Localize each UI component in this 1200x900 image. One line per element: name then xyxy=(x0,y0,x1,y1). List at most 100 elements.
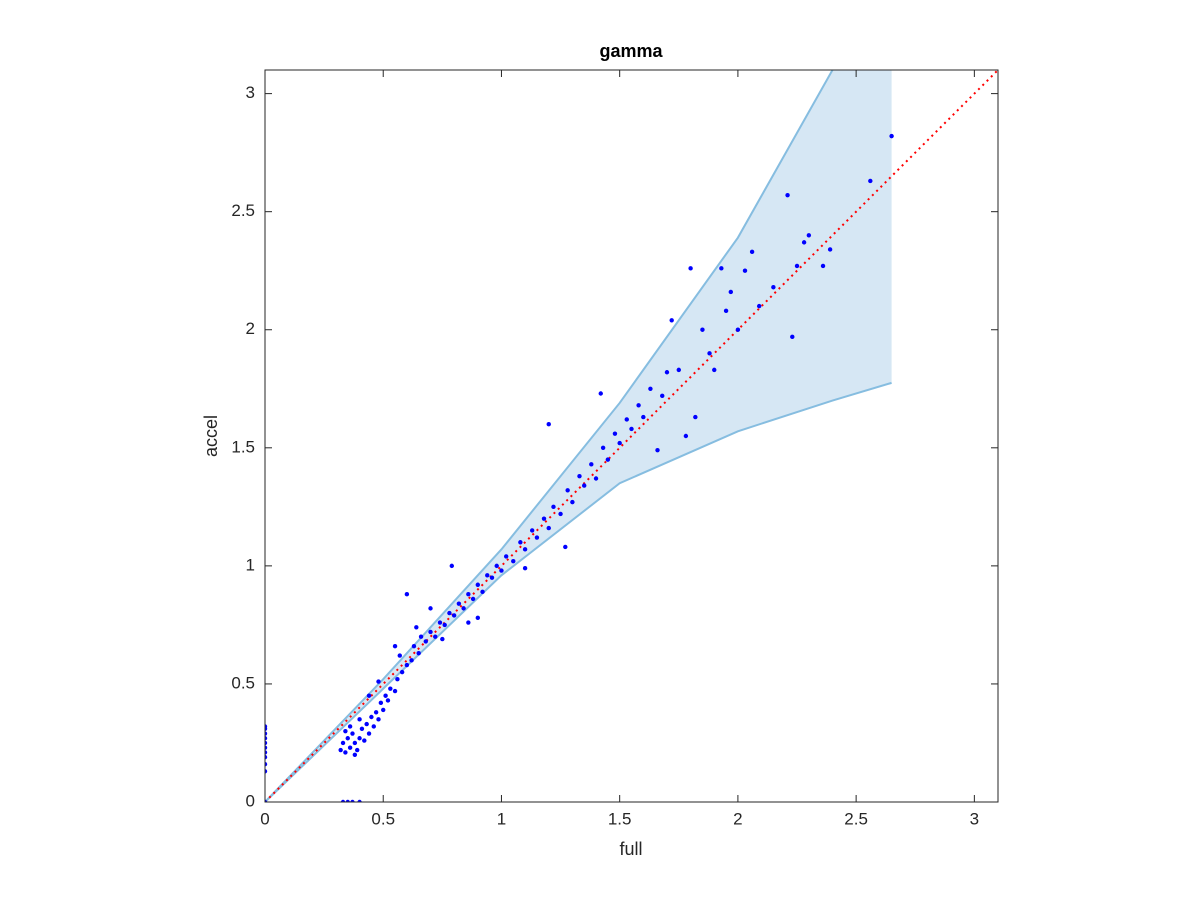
data-point xyxy=(582,483,587,488)
data-point xyxy=(683,433,689,439)
data-point xyxy=(369,714,374,720)
data-point xyxy=(364,721,369,727)
data-point xyxy=(423,639,428,644)
data-point xyxy=(511,558,516,564)
y-tick-label: 3 xyxy=(246,83,255,102)
data-point xyxy=(589,462,594,467)
data-point xyxy=(475,615,481,621)
data-point xyxy=(534,535,540,540)
data-point xyxy=(265,745,268,750)
data-point xyxy=(383,693,388,698)
data-point xyxy=(265,736,268,741)
data-point xyxy=(416,651,421,656)
data-point xyxy=(411,643,417,649)
data-point xyxy=(470,596,476,602)
plot-area xyxy=(265,70,998,802)
data-point xyxy=(350,731,355,736)
data-point xyxy=(265,731,268,736)
data-point xyxy=(265,762,268,767)
data-point xyxy=(707,351,712,356)
data-point xyxy=(605,457,611,462)
data-point xyxy=(570,499,575,505)
data-point xyxy=(376,717,381,722)
data-point xyxy=(388,686,393,691)
data-point xyxy=(551,504,556,510)
data-point xyxy=(785,192,790,198)
data-point xyxy=(343,750,348,755)
data-point xyxy=(373,710,379,715)
data-point xyxy=(265,769,268,774)
y-tick-label: 0 xyxy=(246,791,255,810)
data-point xyxy=(712,367,717,373)
data-point xyxy=(518,540,523,545)
x-axis-label: full xyxy=(619,839,642,859)
data-point xyxy=(723,308,729,314)
data-point xyxy=(347,724,353,729)
data-point xyxy=(546,421,551,427)
band-fill xyxy=(265,70,892,802)
data-point xyxy=(345,736,350,741)
x-tick-label: 3 xyxy=(970,809,979,828)
data-point xyxy=(771,285,776,290)
data-point xyxy=(437,620,443,625)
data-point xyxy=(418,634,424,639)
data-point xyxy=(433,634,438,639)
data-point xyxy=(343,728,348,734)
data-point xyxy=(340,799,346,802)
data-point xyxy=(598,391,603,396)
data-point xyxy=(612,431,618,436)
data-point xyxy=(648,386,653,391)
data-point xyxy=(357,717,362,722)
data-point xyxy=(265,740,268,746)
data-point xyxy=(355,747,360,753)
data-point xyxy=(456,601,462,606)
data-point xyxy=(447,610,452,616)
data-point xyxy=(449,563,454,569)
data-point xyxy=(735,327,741,332)
data-point xyxy=(442,622,447,628)
data-point xyxy=(362,738,367,743)
y-tick-label: 0.5 xyxy=(231,673,255,692)
data-point xyxy=(794,263,800,269)
data-point xyxy=(265,754,268,760)
data-point xyxy=(688,266,693,271)
data-point xyxy=(499,568,504,573)
data-point xyxy=(395,677,400,682)
x-tick-label: 2.5 xyxy=(844,809,868,828)
x-tick-label: 1.5 xyxy=(608,809,632,828)
data-point xyxy=(265,724,268,729)
data-point xyxy=(466,592,471,597)
data-point xyxy=(522,547,528,552)
x-tick-label: 0 xyxy=(260,809,269,828)
data-point xyxy=(529,528,535,533)
data-point xyxy=(655,447,660,453)
data-point xyxy=(366,731,372,736)
data-point xyxy=(404,662,410,668)
data-point xyxy=(392,643,398,649)
data-point xyxy=(440,636,445,642)
axes-box xyxy=(264,69,999,803)
data-point xyxy=(485,573,490,578)
data-point xyxy=(868,178,873,184)
data-point xyxy=(801,240,807,245)
data-point xyxy=(404,592,410,597)
data-point xyxy=(414,625,419,630)
data-point xyxy=(546,525,551,531)
data-point xyxy=(397,653,402,658)
data-point xyxy=(352,752,358,757)
data-point xyxy=(629,426,634,432)
data-point xyxy=(503,554,509,559)
data-point xyxy=(357,799,362,802)
data-point xyxy=(352,740,358,746)
data-point xyxy=(340,740,346,746)
band-lower-edge xyxy=(265,381,892,802)
data-point xyxy=(522,566,528,571)
data-point xyxy=(558,511,563,517)
band-upper-edge xyxy=(265,70,834,802)
data-point xyxy=(381,707,386,713)
data-point xyxy=(563,544,568,550)
data-point xyxy=(624,417,629,422)
data-point xyxy=(719,266,724,271)
data-point xyxy=(359,726,365,731)
data-point xyxy=(480,589,485,595)
